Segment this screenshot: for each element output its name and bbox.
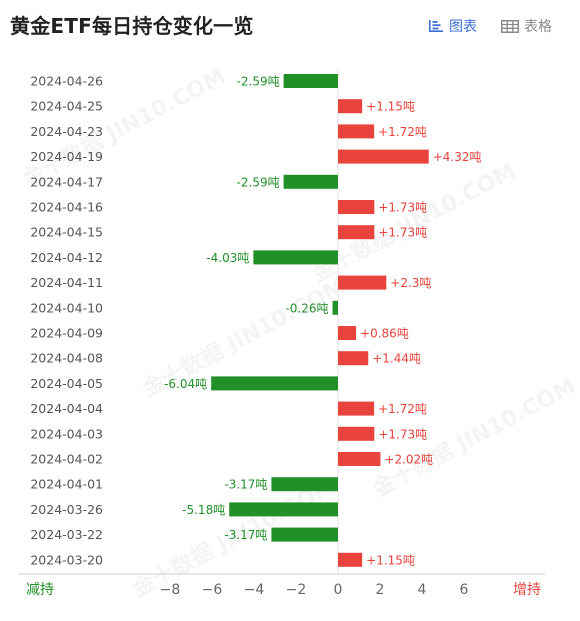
page-title: 黄金ETF每日持仓变化一览 [10, 14, 254, 38]
bar [211, 376, 338, 391]
x-tick-label: −8 [160, 582, 181, 598]
data-label: +1.73吨 [378, 427, 427, 441]
data-label: -3.17吨 [224, 478, 267, 492]
decrease-axis-label: 减持 [26, 582, 54, 598]
data-label: -0.26吨 [285, 301, 328, 315]
bar [338, 552, 363, 567]
category-label: 2024-03-22 [30, 527, 103, 542]
category-label: 2024-04-04 [30, 401, 103, 416]
bar [271, 527, 338, 542]
category-label: 2024-04-09 [30, 326, 103, 341]
data-label: -3.17吨 [224, 528, 267, 542]
category-label: 2024-04-11 [30, 275, 103, 290]
bar [338, 124, 375, 139]
x-tick-label: 0 [334, 582, 343, 598]
bar [338, 225, 375, 240]
bar [338, 452, 381, 466]
data-label: +1.72吨 [378, 402, 427, 416]
bar [338, 99, 363, 114]
data-label: +2.3吨 [390, 276, 431, 290]
x-tick-label: 4 [418, 582, 427, 598]
tab-chart-label: 图表 [449, 19, 477, 35]
bar [283, 74, 338, 88]
category-label: 2024-04-19 [30, 149, 103, 164]
bar [271, 477, 338, 492]
category-label: 2024-04-08 [30, 351, 103, 366]
tab-chart[interactable]: 图表 [428, 16, 477, 36]
data-label: +1.15吨 [366, 100, 415, 114]
category-label: 2024-04-15 [30, 225, 103, 240]
category-label: 2024-04-26 [30, 74, 103, 89]
data-label: +4.32吨 [433, 150, 482, 164]
data-label: +1.73吨 [378, 226, 427, 240]
x-tick-label: −6 [202, 582, 223, 598]
category-label: 2024-04-25 [30, 99, 103, 114]
category-label: 2024-04-10 [30, 300, 103, 315]
bar [338, 426, 375, 441]
bar [338, 149, 429, 164]
tab-table-label: 表格 [524, 19, 552, 35]
category-label: 2024-04-23 [30, 124, 103, 139]
category-label: 2024-04-02 [30, 452, 103, 467]
bar [338, 200, 375, 214]
x-tick-label: −2 [286, 582, 307, 598]
table-view-icon [501, 19, 519, 33]
data-label: -4.03吨 [206, 251, 249, 265]
bar [338, 275, 387, 290]
data-label: -5.18吨 [182, 503, 225, 517]
category-label: 2024-04-05 [30, 376, 103, 391]
tab-table[interactable]: 表格 [501, 16, 552, 36]
bar [338, 401, 375, 416]
x-tick-label: 6 [460, 582, 469, 598]
category-label: 2024-03-20 [30, 552, 103, 567]
bar [338, 326, 357, 340]
data-label: +1.44吨 [372, 352, 421, 366]
data-label: -2.59吨 [237, 175, 280, 189]
data-label: +2.02吨 [384, 453, 433, 467]
chart-header: 黄金ETF每日持仓变化一览 图表 表格 [0, 0, 580, 52]
bar [229, 502, 338, 517]
category-label: 2024-03-26 [30, 502, 103, 517]
category-label: 2024-04-03 [30, 426, 103, 441]
x-tick-label: 2 [376, 582, 385, 598]
data-label: -6.04吨 [164, 377, 207, 391]
chart-view-icon [429, 20, 443, 32]
bar [338, 351, 369, 366]
category-label: 2024-04-16 [30, 200, 103, 215]
data-label: +1.15吨 [366, 553, 415, 567]
category-label: 2024-04-12 [30, 250, 103, 265]
data-label: +1.73吨 [378, 201, 427, 215]
category-label: 2024-04-01 [30, 477, 103, 492]
x-tick-label: −4 [244, 582, 265, 598]
category-label: 2024-04-17 [30, 174, 103, 189]
data-label: +1.72吨 [378, 125, 427, 139]
bar [253, 250, 338, 265]
bar [332, 300, 338, 315]
increase-axis-label: 增持 [513, 582, 541, 598]
data-label: +0.86吨 [360, 327, 409, 341]
bar [283, 174, 338, 189]
data-label: -2.59吨 [237, 75, 280, 89]
